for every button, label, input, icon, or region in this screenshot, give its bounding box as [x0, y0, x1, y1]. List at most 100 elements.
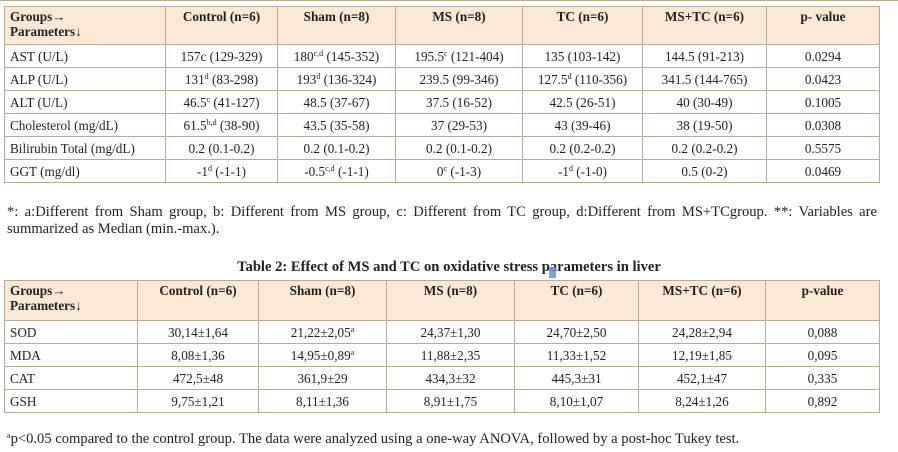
- row-parameter-label: ALT (U/L): [4, 90, 166, 114]
- table-cell: 12,19±1,85: [638, 343, 766, 367]
- cell-value: 131: [184, 71, 205, 87]
- table-cell: 14,95±0,89a: [258, 343, 387, 367]
- table-cell: 0,088: [765, 320, 880, 344]
- row-parameter-label: Cholesterol (mg/dL): [4, 113, 166, 137]
- cell-range: (41-127): [210, 94, 260, 110]
- cell-range: (129-329): [206, 48, 263, 64]
- cell-value: 37.5 (16-52): [426, 94, 492, 110]
- table-cell: 0.5575: [766, 136, 880, 160]
- table-cell: -1d (-1-0): [522, 159, 643, 183]
- cell-superscript: a: [350, 347, 355, 357]
- cell-value: 24,28±2,94: [672, 324, 732, 340]
- column-header: TC (n=6): [514, 280, 639, 321]
- table-cell: -1d (-1-1): [165, 159, 278, 183]
- cell-value: 0.0469: [804, 163, 842, 179]
- table-cell: 8,10±1,07: [514, 389, 639, 413]
- table-row: Cholesterol (mg/dL) 61.5b,d (38-90) 43.5 (…: [4, 113, 880, 137]
- footnote-superscript: a: [7, 431, 11, 440]
- table-cell: 0,095: [765, 343, 880, 367]
- cell-value: 180: [293, 48, 314, 64]
- table-cell: 445,3±31: [514, 366, 639, 390]
- table-cell: 0.0308: [766, 113, 880, 137]
- column-header: MS (n=8): [395, 6, 523, 45]
- cell-range: (-1-1): [211, 163, 247, 179]
- row-parameter-label: Bilirubin Total (mg/dL): [4, 136, 166, 160]
- cell-value: 0.1005: [804, 94, 842, 110]
- table-cell: 43 (39-46): [522, 113, 643, 137]
- cell-value: 11,33±1,52: [546, 347, 607, 363]
- column-header: Control (n=6): [137, 280, 259, 321]
- column-header: p- value: [766, 6, 880, 45]
- table-cell: 61.5b,d (38-90): [165, 113, 278, 137]
- table-row: GSH 9,75±1,21 8,11±1,36 8,91±1,75 8,10±1,07 8…: [4, 389, 880, 413]
- table-row: SOD 30,14±1,64 21,22±2,05a 24,37±1,30 24,70±…: [4, 320, 880, 344]
- table-cell: 180c,d (145-352): [277, 44, 396, 68]
- cell-value: 0,892: [807, 393, 838, 409]
- cell-value: 30,14±1,64: [168, 324, 228, 340]
- cell-superscript: c,d: [313, 48, 324, 58]
- table-cell: 8,91±1,75: [386, 389, 515, 413]
- cell-value: 127.5: [537, 71, 568, 87]
- cell-range: (110-356): [571, 71, 628, 87]
- cell-value: 0,335: [807, 370, 838, 386]
- table-cell: 195.5c (121-404): [395, 44, 523, 68]
- table-cell: 0.2 (0.2-0.2): [522, 136, 643, 160]
- table-row: ALP (U/L) 131d (83-298) 193d (136-324) 239.…: [4, 67, 880, 91]
- table-cell: 361,9±29: [258, 366, 387, 390]
- cell-value: 9,75±1,21: [171, 393, 225, 409]
- cell-value: 195.5: [414, 48, 445, 64]
- cell-value: 193: [296, 71, 317, 87]
- cell-value: 0,088: [807, 324, 838, 340]
- cell-range: (136-324): [320, 71, 377, 87]
- column-header: p-value: [765, 280, 880, 321]
- oxidative-stress-table: Groups→ Parameters↓ Control (n=6) Sham (…: [4, 280, 880, 413]
- column-header: MS (n=8): [386, 280, 515, 321]
- table-cell: 43.5 (35-58): [277, 113, 396, 137]
- table-cell: 0.5 (0-2): [642, 159, 767, 183]
- cell-value: 434,3±32: [425, 370, 476, 386]
- cell-value: 0.0308: [804, 117, 842, 133]
- table-cell: 144.5 (91-213): [642, 44, 767, 68]
- text-cursor-marker: [549, 267, 556, 278]
- table-cell: 48.5 (37-67): [277, 90, 396, 114]
- cell-value: 37 (29-53): [430, 117, 488, 133]
- table-cell: 193d (136-324): [277, 67, 396, 91]
- table-cell: 46.5c (41-127): [165, 90, 278, 114]
- column-header: MS+TC (n=6): [642, 6, 767, 45]
- cell-value: 239.5 (99-346): [419, 71, 499, 87]
- cell-value: 0.2 (0.2-0.2): [671, 140, 738, 156]
- cell-value: 472,5±48: [172, 370, 224, 386]
- groups-label: Groups→: [10, 283, 66, 298]
- table-cell: 40 (30-49): [642, 90, 767, 114]
- cell-superscript: d: [207, 163, 212, 173]
- groups-parameters-header: Groups→ Parameters↓: [4, 280, 138, 321]
- table-cell: 9,75±1,21: [137, 389, 259, 413]
- cell-superscript: b,d: [206, 117, 217, 127]
- cell-value: 43.5 (35-58): [303, 117, 370, 133]
- cell-value: 11,88±2,35: [420, 347, 481, 363]
- row-parameter-label: CAT: [4, 366, 138, 390]
- cell-superscript: d: [568, 163, 573, 173]
- cell-value: 42.5 (26-51): [549, 94, 616, 110]
- cell-value: 157c: [180, 48, 207, 64]
- groups-label: Groups→: [10, 9, 66, 24]
- row-parameter-label: ALP (U/L): [4, 67, 166, 91]
- cell-superscript: a: [350, 324, 355, 334]
- cell-range: (38-90): [216, 117, 260, 133]
- cell-value: 0.5575: [804, 140, 842, 156]
- table1-body: Groups→ Parameters↓ Control (n=6) Sham (…: [4, 6, 880, 183]
- cell-value: 40 (30-49): [676, 94, 733, 110]
- cell-range: (-1-0): [572, 163, 608, 179]
- cell-value: 144.5 (91-213): [664, 48, 745, 64]
- column-header: Sham (n=8): [277, 6, 396, 45]
- cell-value: 24,70±2,50: [546, 324, 607, 340]
- cell-value: 341.5 (144-765): [661, 71, 748, 87]
- table-cell: 0.0469: [766, 159, 880, 183]
- table-cell: 0.1005: [766, 90, 880, 114]
- table-cell: 0.2 (0.1-0.2): [395, 136, 523, 160]
- cell-value: 0.2 (0.1-0.2): [303, 140, 370, 156]
- previous-table-edge: [0, 0, 898, 7]
- table-cell: 0.0423: [766, 67, 880, 91]
- table2-title: Table 2: Effect of MS and TC on oxidativ…: [237, 259, 661, 275]
- table-row: CAT 472,5±48 361,9±29 434,3±32 445,3±31 452,1…: [4, 366, 880, 390]
